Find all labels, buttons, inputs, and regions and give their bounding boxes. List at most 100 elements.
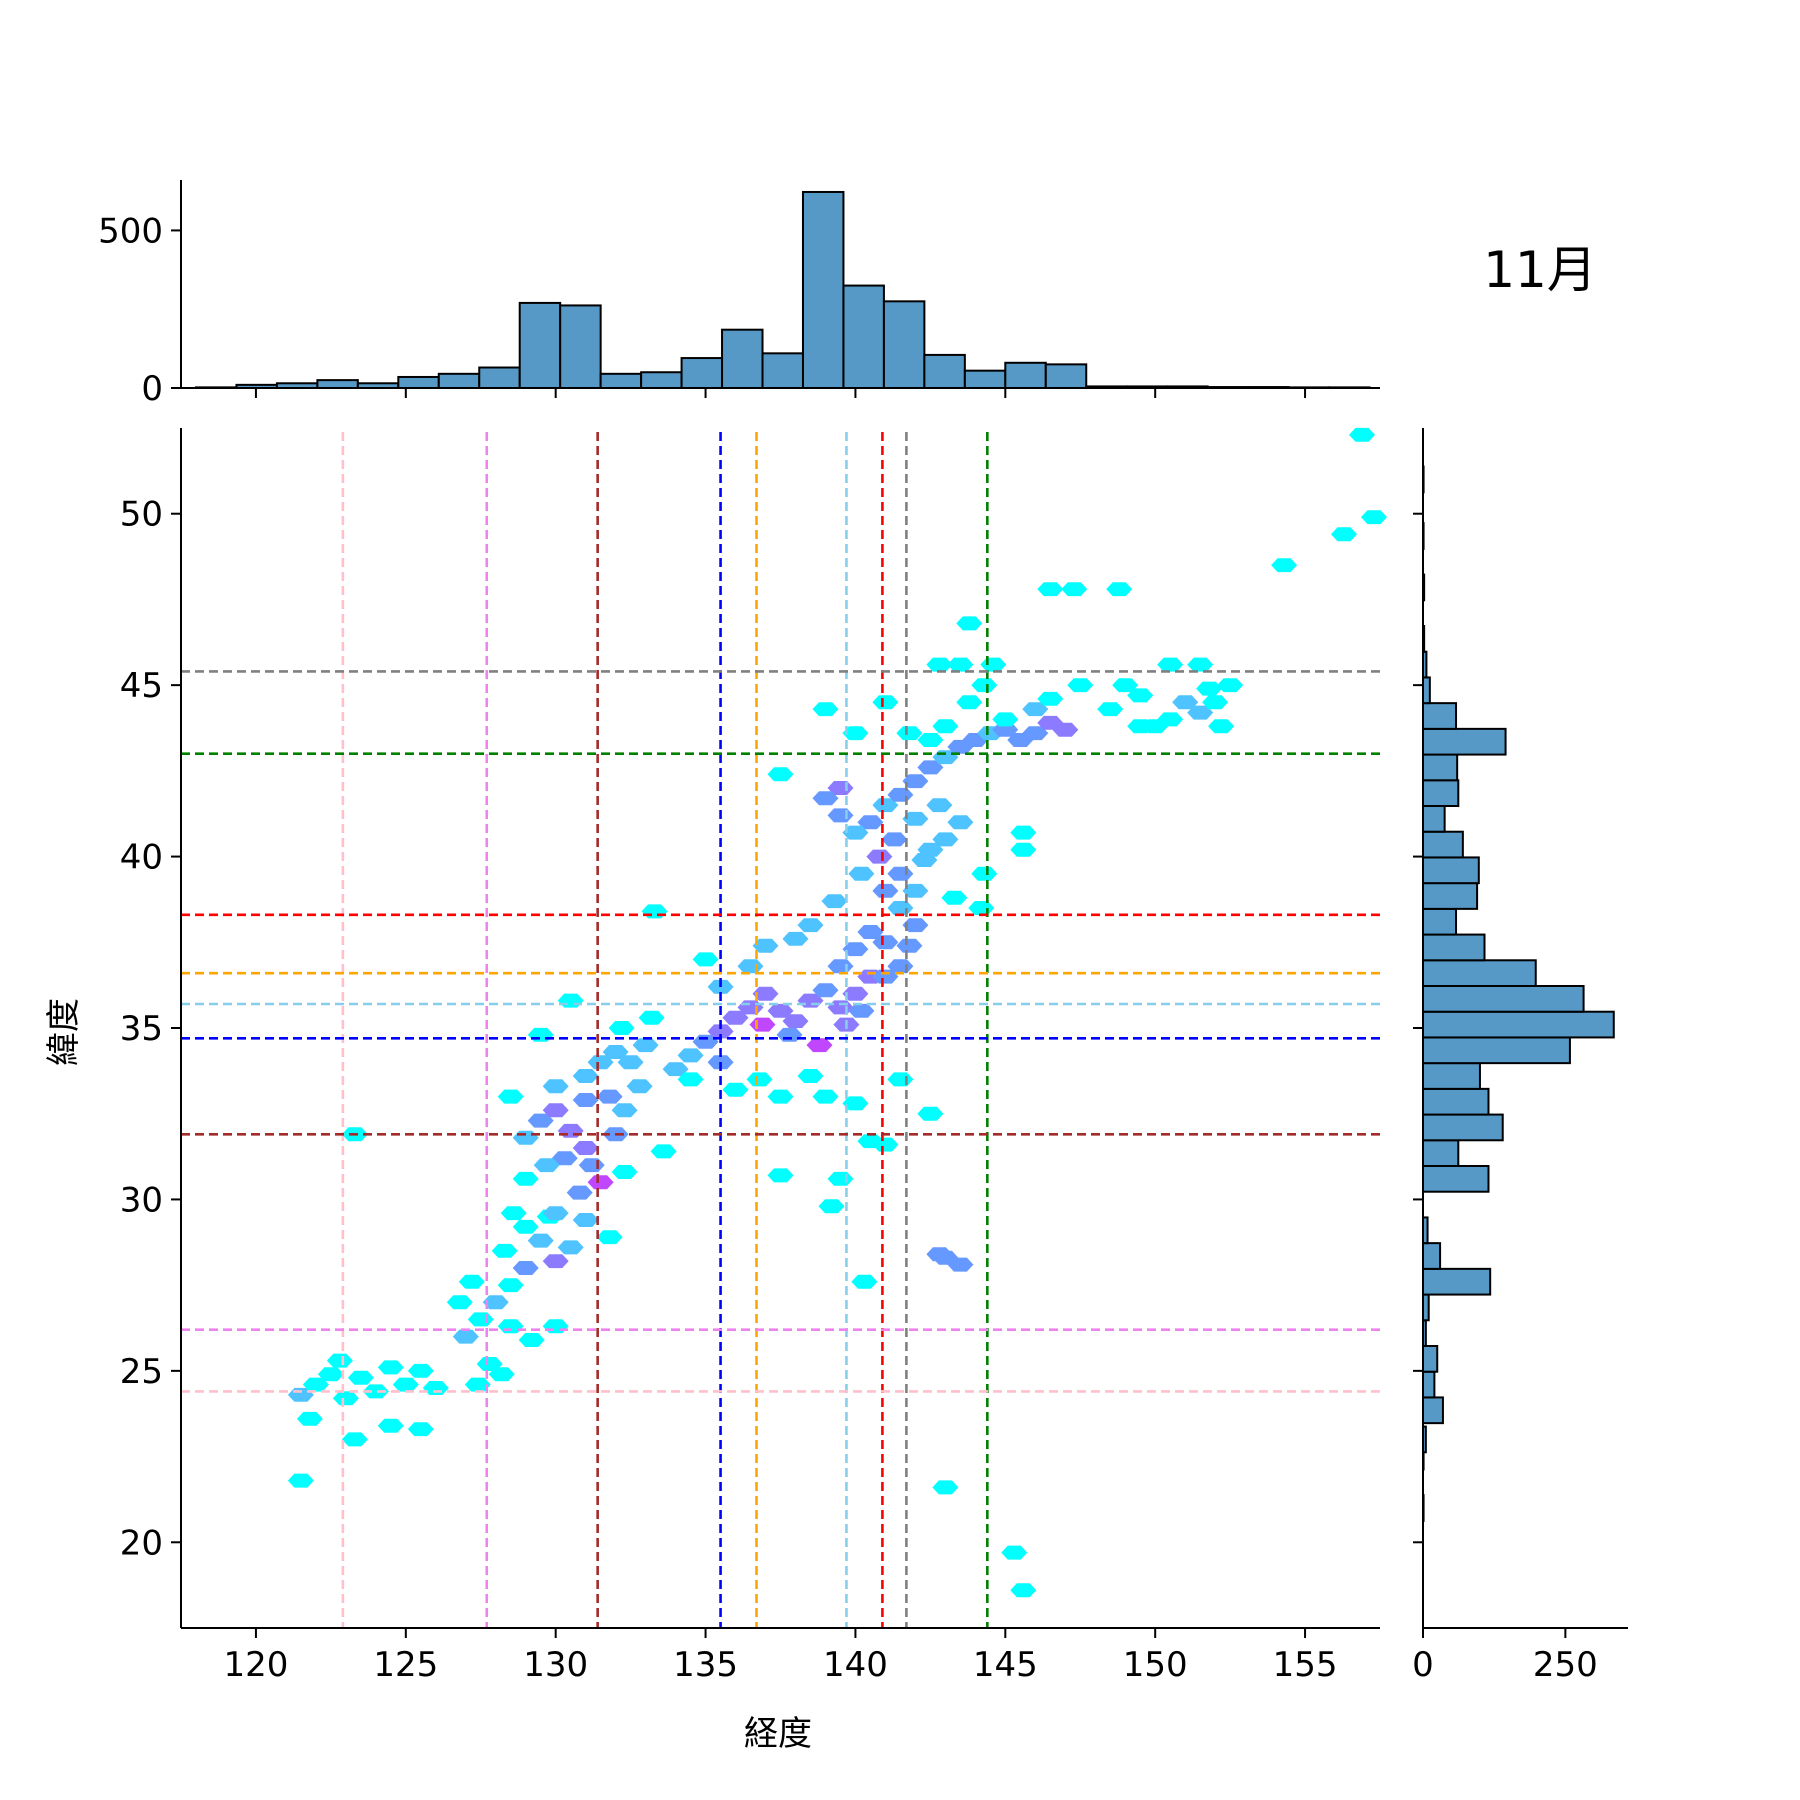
top-hist-bar <box>1044 363 1088 390</box>
x-axis-label: 経度 <box>744 1714 812 1754</box>
hex-cell <box>638 1010 665 1025</box>
hex-cell <box>932 1480 959 1495</box>
hex-cell <box>1037 582 1064 597</box>
hex-cell <box>956 616 983 631</box>
hex-cell <box>572 1069 599 1083</box>
hex-cell <box>572 1213 599 1227</box>
hex-cell <box>302 1377 329 1392</box>
hex-cell <box>1187 657 1214 672</box>
hex-cell <box>941 890 968 905</box>
top-hist-bar <box>761 352 804 390</box>
hex-cell <box>782 931 809 946</box>
right-hist-bar <box>1422 1165 1490 1193</box>
right-hist-bar <box>1422 1267 1492 1296</box>
right-hist-bar <box>1422 727 1507 756</box>
hex-cell <box>1112 678 1139 693</box>
hex-cell <box>551 1151 578 1166</box>
hex-cell <box>1157 657 1184 672</box>
y-tick-label: 50 <box>120 495 163 535</box>
hex-cell <box>827 1171 854 1186</box>
hex-cell <box>827 959 854 974</box>
right-hist-bar <box>1422 1242 1442 1270</box>
hex-cell <box>1010 1583 1037 1598</box>
hex-cell <box>857 815 884 830</box>
hex-cell <box>926 657 953 672</box>
hex-cell <box>482 1295 509 1310</box>
hex-cell <box>902 918 929 933</box>
hex-cell <box>881 832 908 847</box>
top-hist-bar <box>680 357 724 390</box>
hex-cell <box>446 1295 473 1310</box>
hex-cell <box>1271 558 1298 573</box>
y-axis-label: 緯度 <box>44 998 84 1066</box>
hex-cell <box>572 1141 599 1155</box>
hex-cell <box>422 1381 449 1395</box>
hex-cell <box>872 969 899 984</box>
hex-cell <box>956 695 983 710</box>
hex-cell <box>992 712 1019 727</box>
hex-cell <box>872 695 899 710</box>
right-hist-bar <box>1422 1062 1481 1090</box>
hex-cell <box>848 1003 875 1018</box>
hex-cell <box>533 1158 560 1173</box>
hex-cell <box>926 798 953 813</box>
right-hist-bar <box>1422 1370 1436 1399</box>
top-hist-bar <box>801 190 845 389</box>
y-tick-label: 20 <box>120 1523 163 1563</box>
hex-cell <box>464 1377 491 1392</box>
hex-cell <box>407 1422 434 1437</box>
hex-cell <box>650 1144 677 1159</box>
top-hist-bar <box>963 369 1007 389</box>
hex-cell <box>662 1062 689 1077</box>
right-hist-bar <box>1422 753 1459 782</box>
right-hist-bar <box>1422 1345 1439 1373</box>
hex-cell <box>926 1247 953 1262</box>
hex-cell <box>518 1333 545 1347</box>
hex-cell <box>842 726 869 741</box>
hex-cell <box>692 952 719 967</box>
hex-cell <box>452 1329 479 1344</box>
hex-cell <box>767 767 794 782</box>
x-tick-label: 135 <box>673 1645 738 1685</box>
hex-cell <box>818 1199 845 1214</box>
hex-cell <box>512 1261 539 1275</box>
hex-cell <box>1361 510 1387 525</box>
hex-cell <box>572 1093 599 1107</box>
hex-cell <box>932 832 959 847</box>
hex-cell <box>806 1038 833 1053</box>
top-hist-bar <box>882 300 926 390</box>
x-tick-label: 125 <box>373 1645 438 1685</box>
hex-cell <box>812 1089 839 1104</box>
right-hist-tick-label: 250 <box>1533 1645 1598 1685</box>
hex-cell <box>1052 722 1079 737</box>
hex-cell <box>596 1089 623 1104</box>
top-hist-bar <box>842 284 885 389</box>
hex-cell <box>947 815 974 830</box>
hex-cell <box>587 1055 614 1070</box>
hex-cell <box>626 1079 653 1094</box>
hex-cell <box>677 1048 704 1063</box>
hex-cell <box>1187 705 1214 720</box>
hex-cell <box>566 1185 593 1200</box>
hex-cell <box>512 1130 539 1145</box>
hex-cell <box>812 983 839 998</box>
top-hist-bar <box>478 366 521 389</box>
hex-cell <box>767 1003 794 1018</box>
hex-cell <box>1202 695 1229 710</box>
hex-cell <box>767 1168 794 1183</box>
hex-cell <box>1010 825 1037 840</box>
hex-cell <box>842 942 869 957</box>
top-hist-bar <box>721 328 764 389</box>
hex-cell <box>1127 688 1154 703</box>
hex-cell <box>287 1473 314 1488</box>
hex-cell <box>611 1103 638 1118</box>
hex-cell <box>872 883 899 898</box>
hex-cell <box>947 1257 974 1272</box>
hex-cell <box>542 1103 569 1118</box>
hex-cell <box>722 1010 749 1025</box>
right-hist-bar <box>1422 1113 1504 1142</box>
hex-cell <box>968 901 995 915</box>
hex-cell <box>887 901 914 915</box>
hex-cell <box>578 1158 605 1173</box>
